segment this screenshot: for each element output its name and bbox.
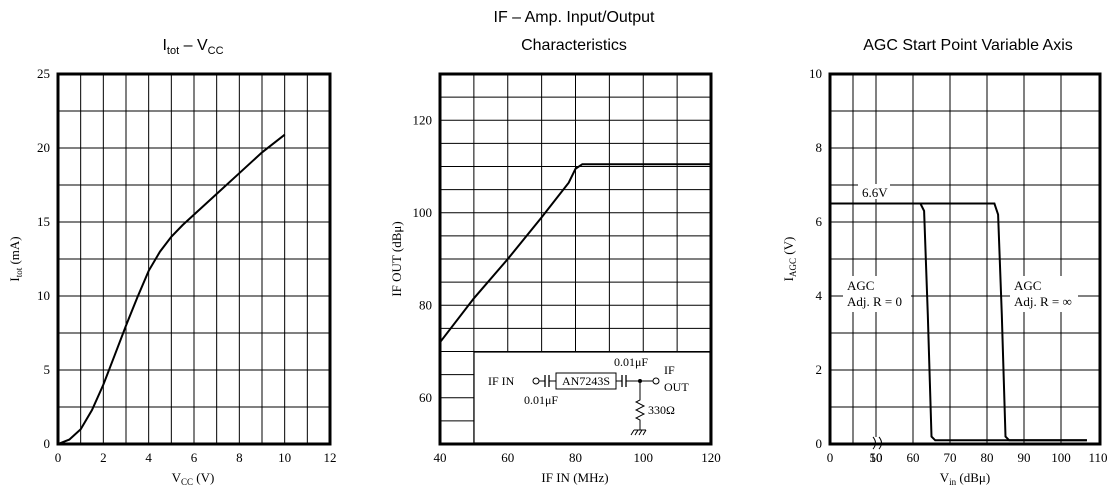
- x-tick-label: 120: [701, 450, 721, 465]
- circuit-resistor-label: 330Ω: [648, 403, 675, 417]
- x-tick-label: 4: [145, 450, 152, 465]
- y-tick-label: 0: [816, 436, 823, 451]
- chart-2-circuit-inset: IF IN 0.01μF AN7243S 0.01μF IF OUT 330Ω: [473, 351, 711, 444]
- y-tick-label: 2: [816, 362, 823, 377]
- chart-3-right-annotation-2: Adj. R = ∞: [1014, 294, 1072, 309]
- x-tick-label: 6: [191, 450, 198, 465]
- chart-3-left-annotation-2: Adj. R = 0: [847, 294, 902, 309]
- circuit-output-terminal: [652, 377, 660, 385]
- circuit-out-label-2: OUT: [664, 380, 689, 394]
- chart-2-ylabel: IF OUT (dBμ): [389, 221, 404, 296]
- chart-3-level-label: 6.6V: [862, 185, 888, 200]
- level-label-bg: [858, 184, 890, 199]
- chart-2-title-line2: Characteristics: [521, 37, 627, 54]
- x-tick-label: 0: [55, 450, 62, 465]
- x-tick-label: 70: [944, 450, 957, 465]
- circuit-ground-hatch: [638, 429, 643, 436]
- chart-3-left-annotation-1: AGC: [847, 278, 874, 293]
- x-tick-label: 80: [981, 450, 994, 465]
- chart-2-xlabel: IF IN (MHz): [541, 470, 608, 485]
- y-tick-label: 25: [37, 66, 50, 81]
- y-tick-label: 5: [44, 362, 51, 377]
- x-tick-label: 100: [1051, 450, 1071, 465]
- circuit-inset-box: [473, 351, 711, 444]
- x-tick-label: 110: [1088, 450, 1107, 465]
- chart-3-ylabel: IAGC (V): [781, 237, 798, 282]
- chart-2: IF – Amp. Input/Output Characteristics 4…: [389, 9, 721, 485]
- chart-1-grid: [58, 74, 330, 444]
- x-tick-label: 60: [501, 450, 514, 465]
- x-tick-label: 12: [324, 450, 337, 465]
- chart-3-right-annotation-1: AGC: [1014, 278, 1041, 293]
- chart-2-series-line: [439, 163, 711, 343]
- left-annotation-bg: [843, 276, 911, 312]
- chart-3-title: AGC Start Point Variable Axis: [863, 37, 1073, 54]
- chart-1-title: Itot – VCC: [162, 37, 223, 57]
- x-tick-label: 100: [634, 450, 654, 465]
- circuit-junction: [638, 379, 642, 383]
- chart-3-grid: [830, 74, 1100, 444]
- y-tick-label: 6: [816, 214, 823, 229]
- circuit-ground-hatch: [634, 429, 639, 436]
- circuit-out-label-1: IF: [664, 363, 675, 377]
- chart-3-frame: [828, 72, 1102, 446]
- chart-1-ticks: 0 2 4 6 8 10 12 0 5 10 15 20 25: [37, 66, 337, 465]
- circuit-ground-hatch: [630, 429, 635, 436]
- x-tick-label: 2: [100, 450, 107, 465]
- y-tick-label: 100: [413, 205, 433, 220]
- y-tick-label: 8: [816, 140, 823, 155]
- chart-2-title-line1: IF – Amp. Input/Output: [494, 9, 656, 26]
- chart-1-xlabel: VCC (V): [172, 470, 215, 487]
- y-tick-label: 10: [809, 66, 822, 81]
- x-tick-label: 40: [434, 450, 447, 465]
- x-tick-label: 0: [827, 450, 834, 465]
- right-annotation-bg: [1010, 276, 1078, 312]
- circuit-cap-in-label: 0.01μF: [524, 393, 558, 407]
- circuit-ground-hatch: [642, 429, 647, 436]
- circuit-in-label: IF IN: [488, 374, 515, 388]
- x-tick-label: 10: [870, 450, 883, 465]
- x-tick-label: 60: [907, 450, 920, 465]
- y-tick-label: 0: [44, 436, 51, 451]
- chart-1-ylabel: Itot (mA): [7, 236, 24, 281]
- chart-3-series-r0: [830, 202, 1087, 442]
- y-tick-label: 4: [816, 288, 823, 303]
- y-tick-label: 60: [419, 390, 432, 405]
- circuit-ic-label: AN7243S: [562, 374, 610, 388]
- y-tick-label: 20: [37, 140, 50, 155]
- chart-2-frame: [438, 72, 713, 446]
- chart-1-frame: [56, 72, 332, 446]
- circuit-resistor: [634, 383, 646, 430]
- y-tick-label: 120: [413, 112, 433, 127]
- circuit-cap-out-label: 0.01μF: [614, 355, 648, 369]
- x-tick-label: 90: [1018, 450, 1031, 465]
- chart-2-ticks: 40 60 80 100 120 60 80 100 120: [413, 112, 721, 465]
- y-tick-label: 10: [37, 288, 50, 303]
- x-tick-label: 8: [236, 450, 243, 465]
- x-tick-label: 50: [870, 450, 883, 465]
- x-tick-label: 80: [569, 450, 582, 465]
- chart-3-series-rinf: [830, 202, 1087, 442]
- chart-3-xlabel: Vin (dBμ): [940, 470, 990, 487]
- circuit-input-terminal: [532, 377, 540, 385]
- chart-1-series-line: [57, 133, 286, 445]
- x-tick-label: 10: [278, 450, 291, 465]
- chart-1: Itot – VCC 0 2 4 6 8 10 12 0 5 10 15 20 25 VCC (V) I…: [7, 37, 337, 487]
- y-tick-label: 80: [419, 297, 432, 312]
- y-tick-label: 15: [37, 214, 50, 229]
